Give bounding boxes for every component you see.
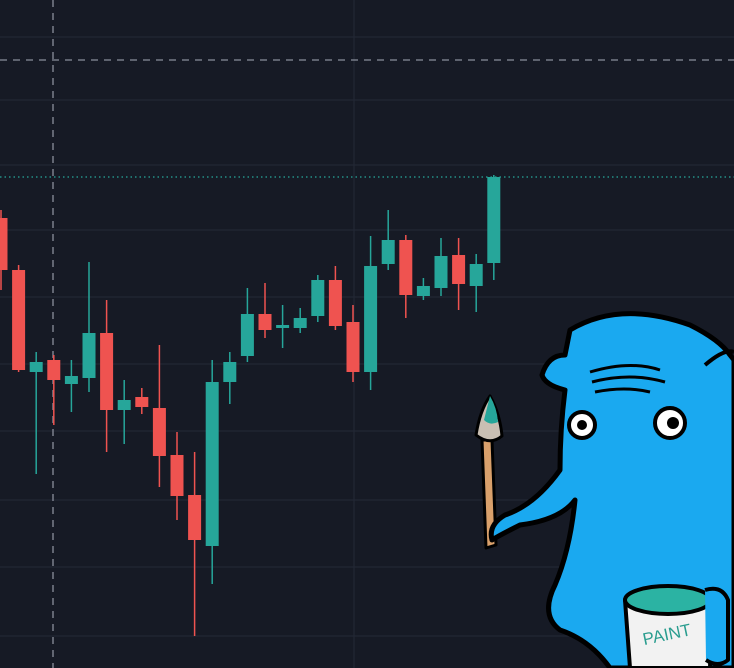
candle-body xyxy=(399,240,413,295)
candle-body xyxy=(117,400,131,410)
candle-body xyxy=(416,286,430,296)
candle-body xyxy=(258,314,272,330)
candle-body xyxy=(82,333,96,378)
candle-body xyxy=(346,322,360,372)
candle-body xyxy=(328,280,342,326)
candle-body xyxy=(152,408,166,456)
candle-body xyxy=(364,266,378,372)
candle-body xyxy=(223,362,237,382)
candle-body xyxy=(205,382,219,546)
candle-body xyxy=(240,314,254,356)
candle-body xyxy=(469,264,483,286)
candle-body xyxy=(29,362,43,372)
candle-body xyxy=(0,218,8,270)
candle-body xyxy=(64,376,78,384)
candle-body xyxy=(276,325,290,328)
candle-body xyxy=(381,240,395,264)
candle-body xyxy=(293,318,307,328)
candle-body xyxy=(311,280,325,316)
candle-body xyxy=(188,495,202,540)
candle-body xyxy=(100,333,114,410)
candle-body xyxy=(487,177,501,263)
candles xyxy=(0,175,501,636)
candle-body xyxy=(12,270,26,370)
candle-body xyxy=(452,255,466,284)
illustration: PAINT xyxy=(474,311,734,668)
candle-body xyxy=(170,455,184,496)
candle-body xyxy=(47,360,61,380)
candle-body xyxy=(135,397,149,407)
candle-body xyxy=(434,256,448,288)
